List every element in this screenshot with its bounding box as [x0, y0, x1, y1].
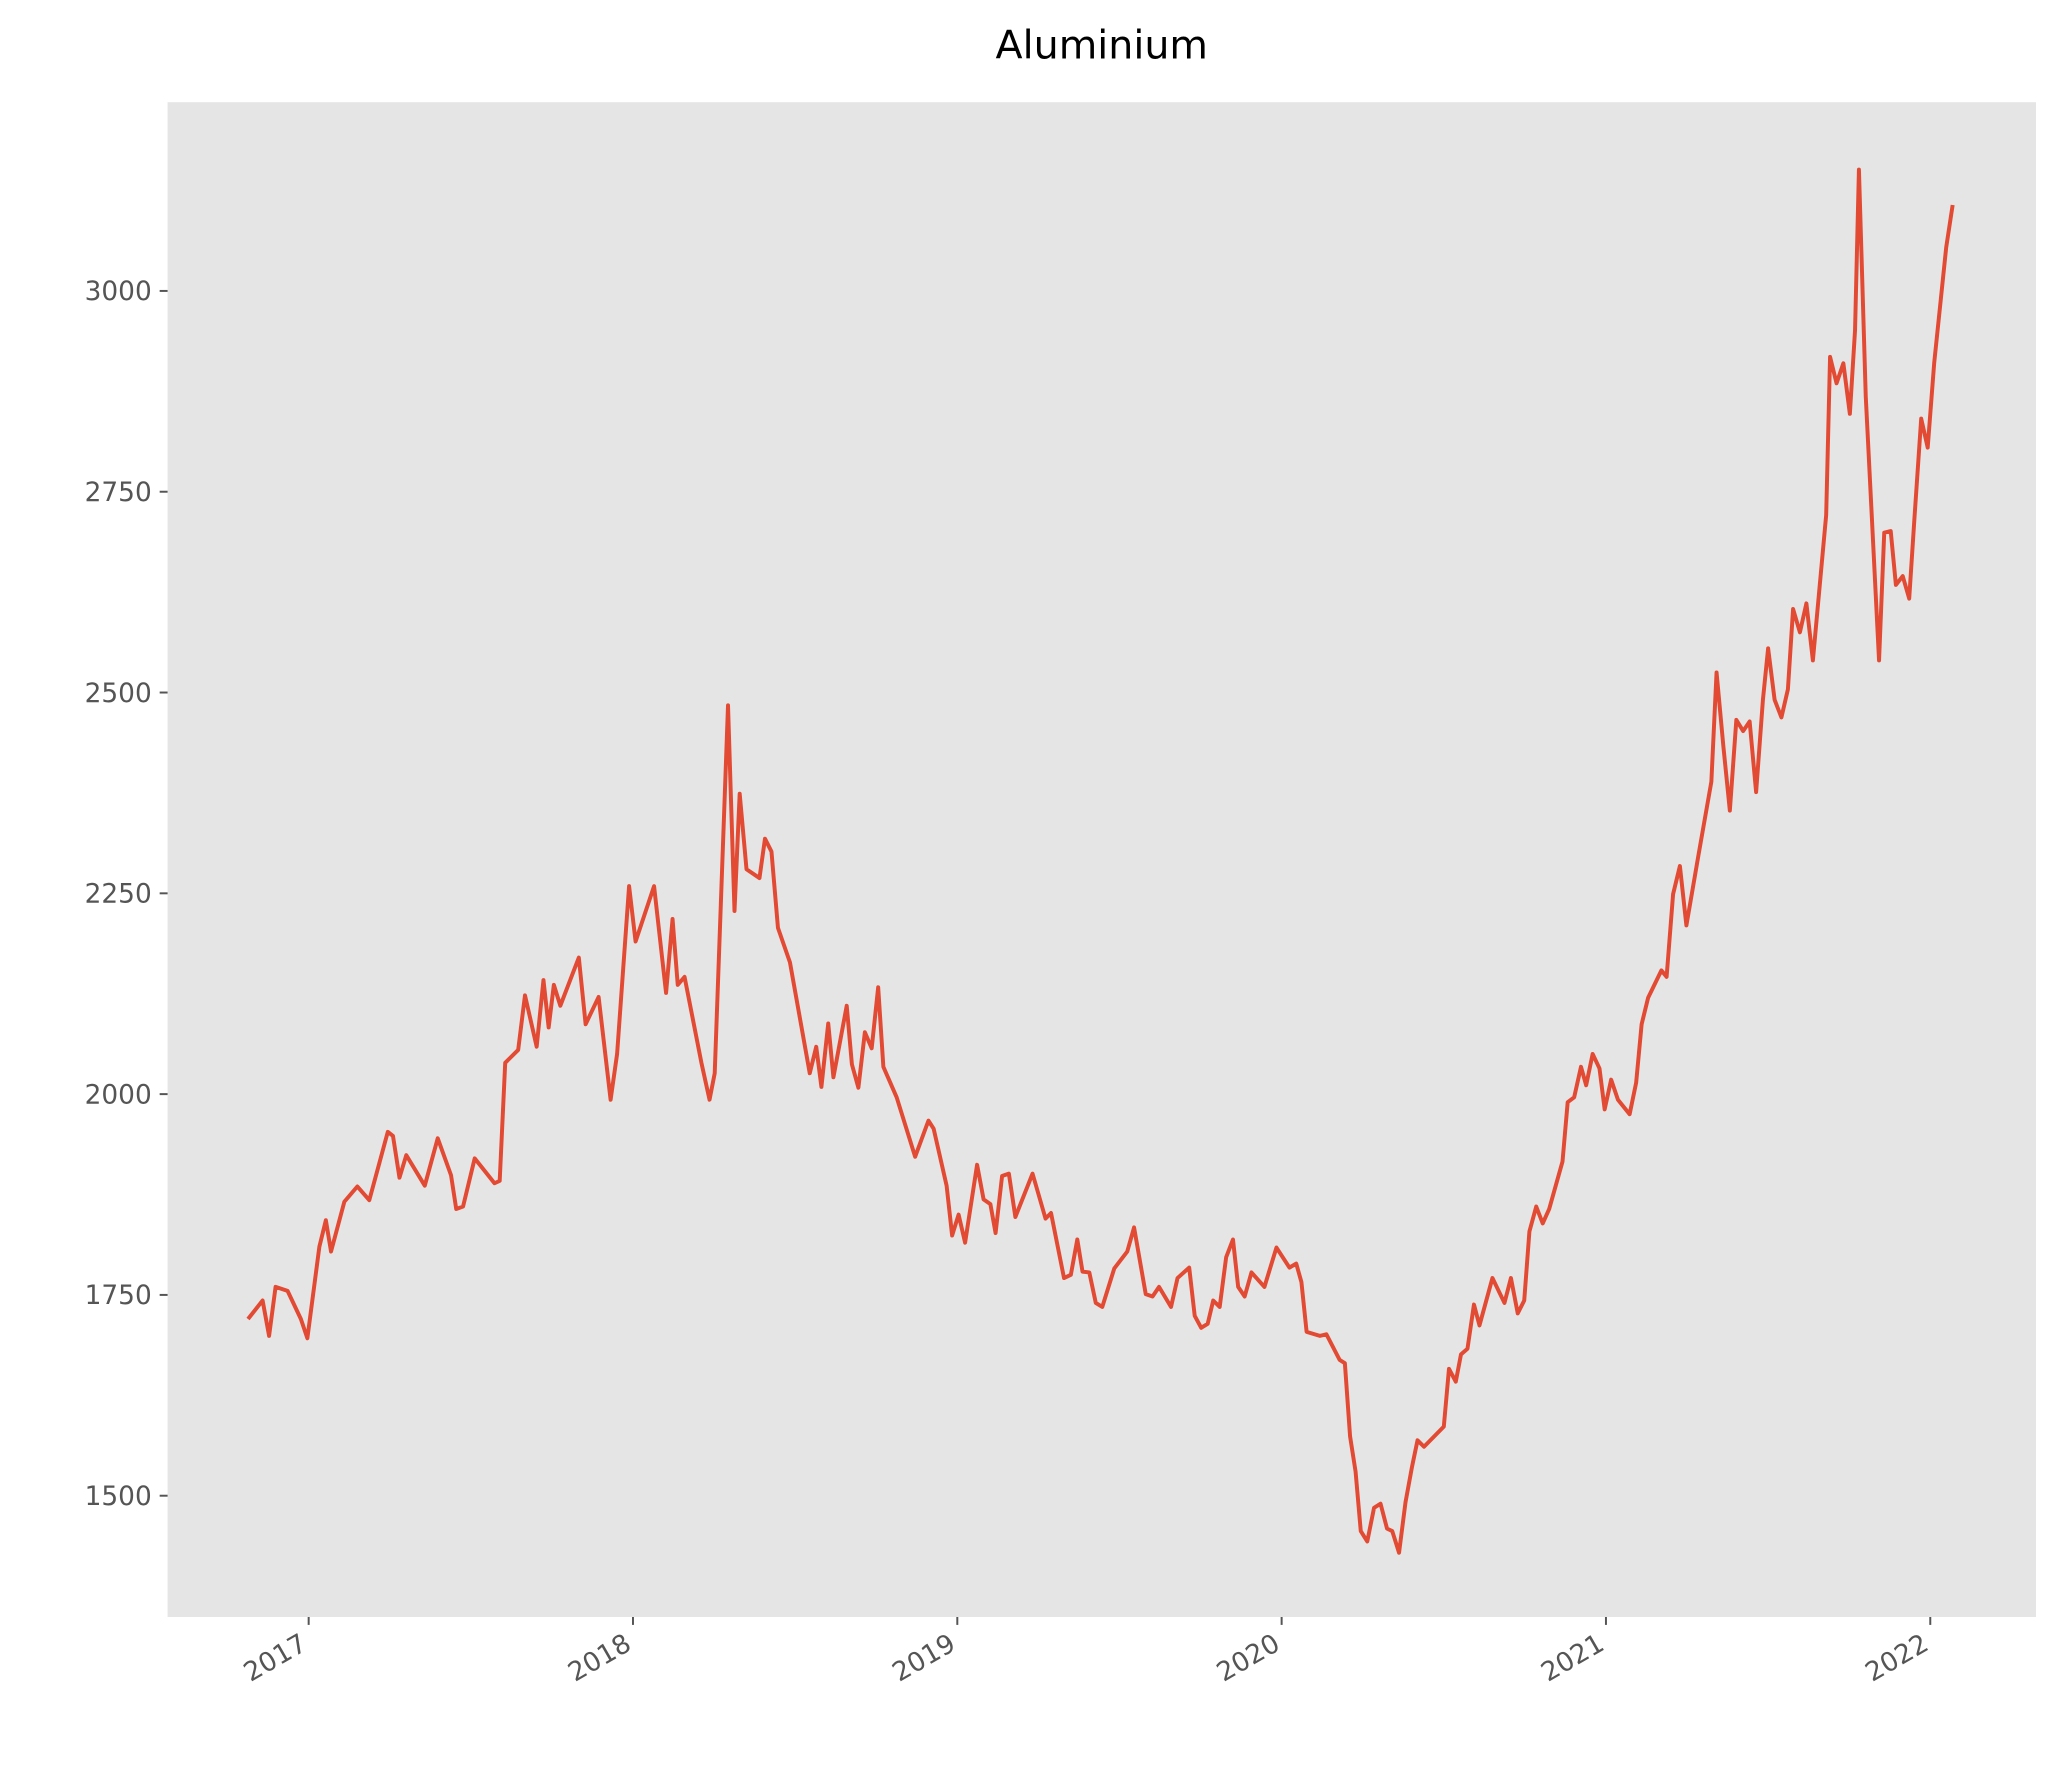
plot-area: [167, 102, 2037, 1617]
y-tick-label: 1500: [85, 1482, 152, 1512]
y-tick-label: 2750: [85, 478, 152, 508]
chart-title: Aluminium: [996, 23, 1208, 69]
y-tick-label: 3000: [85, 277, 152, 307]
x-tick-label: 2022: [1861, 1629, 1934, 1689]
x-tick-label: 2017: [239, 1629, 312, 1689]
y-tick-label: 1750: [85, 1281, 152, 1311]
x-tick-label: 2021: [1536, 1629, 1609, 1689]
x-tick-label: 2020: [1212, 1629, 1285, 1689]
y-tick-label: 2500: [85, 679, 152, 709]
x-tick-label: 2019: [888, 1629, 961, 1689]
line-series: [246, 167, 1955, 1555]
x-tick-label: 2018: [563, 1629, 636, 1689]
y-tick-label: 2000: [85, 1080, 152, 1110]
y-tick-label: 2250: [85, 880, 152, 910]
